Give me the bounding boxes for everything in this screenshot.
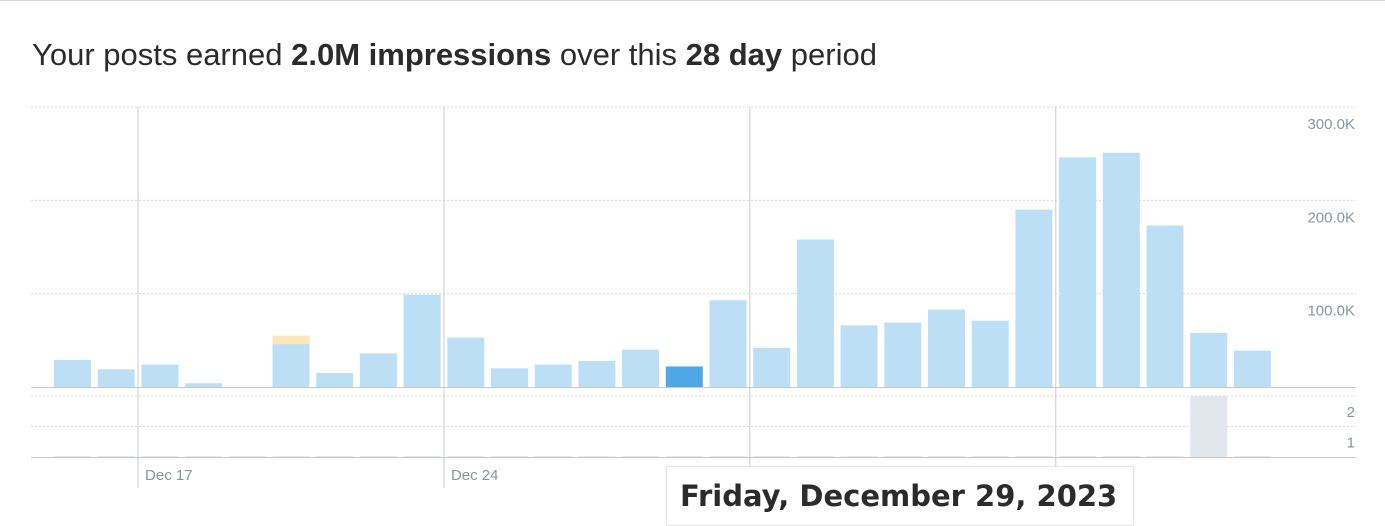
posts-tick-label: 1 xyxy=(1347,435,1355,452)
impressions-bar[interactable] xyxy=(141,364,179,387)
impressions-chart: 100.0K 200.0K 300.0K Dec 17 Dec 24 1 2 xyxy=(31,106,1356,488)
impressions-bar[interactable] xyxy=(54,359,91,387)
impressions-bar[interactable] xyxy=(622,349,660,387)
x-tick-label: Dec 24 xyxy=(451,467,499,484)
impressions-bar[interactable] xyxy=(534,364,572,387)
impressions-bar[interactable] xyxy=(753,347,791,387)
impressions-bar[interactable] xyxy=(796,239,834,387)
headline-period: 28 day xyxy=(685,37,783,72)
y-tick-label: 200.0K xyxy=(1307,209,1355,226)
headline-impressions: 2.0M impressions xyxy=(291,37,552,72)
impressions-bar[interactable] xyxy=(1146,225,1184,387)
date-tooltip: Friday, December 29, 2023 xyxy=(666,466,1134,526)
impressions-bar[interactable] xyxy=(272,344,310,387)
impressions-bar[interactable] xyxy=(1059,157,1097,387)
posts-tick-label: 2 xyxy=(1347,404,1355,421)
y-tick-label: 100.0K xyxy=(1307,303,1355,320)
impressions-bar[interactable] xyxy=(97,369,135,387)
x-tick-label: Dec 17 xyxy=(145,467,193,484)
y-tick-label: 300.0K xyxy=(1307,116,1355,133)
impressions-bar[interactable] xyxy=(665,366,703,387)
impressions-bar[interactable] xyxy=(709,300,747,387)
impressions-bar[interactable] xyxy=(491,368,528,387)
impressions-bar[interactable] xyxy=(316,373,354,387)
headline-middle: over this xyxy=(551,37,686,72)
impressions-bar-highlight xyxy=(272,335,310,345)
impressions-bar[interactable] xyxy=(840,325,878,387)
impressions-bar[interactable] xyxy=(359,353,397,387)
impressions-bar[interactable] xyxy=(884,322,922,387)
impressions-bar[interactable] xyxy=(1190,332,1228,387)
impressions-bar[interactable] xyxy=(578,360,616,387)
headline: Your posts earned 2.0M impressions over … xyxy=(32,35,877,75)
headline-prefix: Your posts earned xyxy=(32,37,292,72)
impressions-bar[interactable] xyxy=(1233,350,1271,387)
impressions-bar[interactable] xyxy=(971,320,1009,387)
tooltip-title: Friday, December 29, 2023 xyxy=(680,479,1118,513)
posts-bar[interactable] xyxy=(1190,396,1228,457)
impressions-bar[interactable] xyxy=(403,294,441,387)
impressions-bar[interactable] xyxy=(1102,152,1140,387)
impressions-bar[interactable] xyxy=(185,383,223,387)
top-border xyxy=(0,0,1385,1)
headline-suffix: period xyxy=(782,37,877,72)
impressions-bar[interactable] xyxy=(928,309,965,387)
impressions-bar[interactable] xyxy=(447,337,485,387)
impressions-bar[interactable] xyxy=(1015,209,1053,387)
